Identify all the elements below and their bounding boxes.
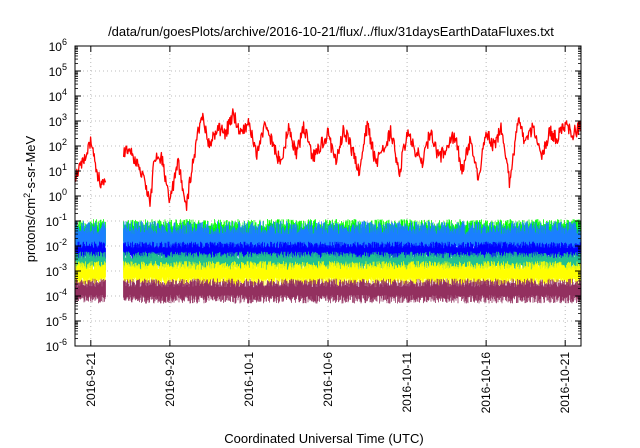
y-tick-label: 106 bbox=[49, 37, 67, 54]
x-tick-labels: 2016-9-21 2016-9-26 2016-10-1 2016-10-6 2016… bbox=[84, 352, 572, 414]
y-axis-label-sup: 2 bbox=[22, 193, 32, 198]
x-tick-label: 2016-10-21 bbox=[558, 352, 572, 414]
y-tick-label: 10-3 bbox=[46, 262, 67, 279]
x-tick-label: 2016-10-11 bbox=[400, 352, 414, 413]
y-tick-label: 10-2 bbox=[46, 237, 67, 254]
y-tick-label: 105 bbox=[49, 62, 67, 79]
x-tick-label: 2016-9-26 bbox=[163, 352, 177, 407]
y-tick-label: 103 bbox=[49, 112, 67, 129]
x-tick-label: 2016-10-1 bbox=[242, 352, 256, 407]
y-tick-label: 100 bbox=[49, 187, 67, 204]
flux-band-series bbox=[74, 278, 582, 304]
y-tick-label: 10-4 bbox=[46, 287, 67, 304]
x-axis-label: Coordinated Universal Time (UTC) bbox=[224, 431, 423, 446]
y-axis-label-base: protons/cm bbox=[23, 198, 38, 262]
chart-title: /data/run/goesPlots/archive/2016-10-21/f… bbox=[108, 24, 554, 39]
axes bbox=[74, 45, 582, 347]
x-tick-label: 2016-10-16 bbox=[479, 352, 493, 414]
y-tick-label: 104 bbox=[49, 87, 67, 104]
y-tick-label: 10-1 bbox=[46, 212, 67, 229]
y-tick-label: 10-5 bbox=[46, 312, 67, 329]
y-tick-label: 102 bbox=[49, 137, 67, 154]
y-axis-label: protons/cm2-s-sr-MeV bbox=[22, 135, 38, 262]
x-tick-label: 2016-10-6 bbox=[321, 352, 335, 407]
x-tick-label: 2016-9-21 bbox=[84, 352, 98, 407]
y-axis-label-tail: -s-sr-MeV bbox=[23, 135, 38, 192]
y-tick-label: 10-6 bbox=[46, 337, 67, 354]
y-tick-labels: 10-6 10-5 10-4 10-3 10-2 10-1 100 101 102 103 104 1… bbox=[46, 37, 67, 354]
y-tick-label: 101 bbox=[49, 162, 67, 179]
proton-flux-series bbox=[74, 108, 582, 211]
